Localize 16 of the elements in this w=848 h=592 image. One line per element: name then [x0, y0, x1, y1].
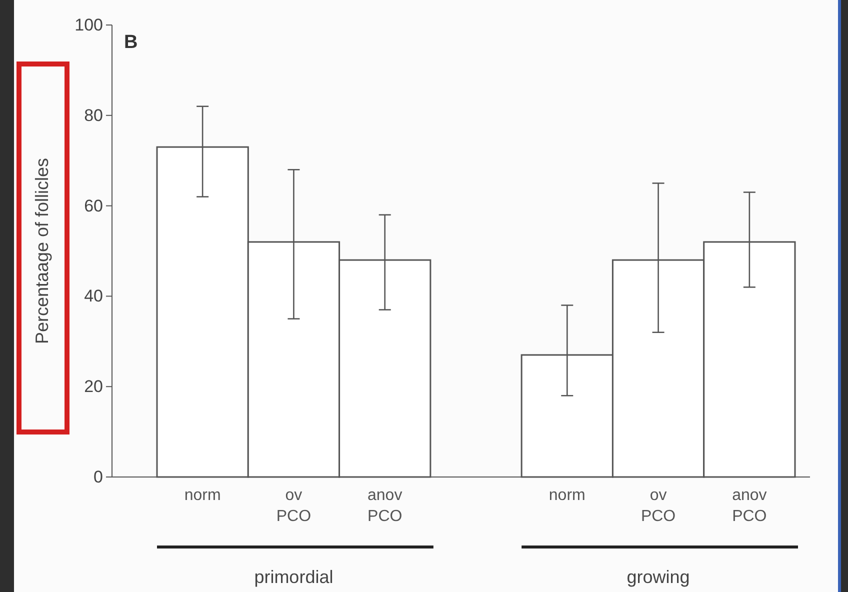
- x-tick-label: ov PCO: [276, 487, 312, 525]
- text: primordial: [254, 567, 334, 587]
- annotation: B: [124, 32, 138, 53]
- y-tick-label: 80: [84, 106, 103, 125]
- x-tick-label: anov PCO: [368, 487, 402, 525]
- y-axis-title: Percentaage of follicles: [32, 158, 52, 344]
- text: growing: [626, 567, 690, 587]
- x-tick-label: ov PCO: [640, 487, 676, 525]
- y-tick-label: 60: [84, 196, 103, 216]
- y-tick-label: 100: [74, 15, 103, 34]
- x-tick-label: norm: [548, 487, 586, 504]
- y-tick-label: 40: [84, 286, 103, 306]
- y-tick-label: 0: [94, 467, 103, 486]
- y-tick-label: 20: [84, 377, 103, 396]
- x-tick-label: anov PCO: [732, 487, 767, 525]
- x-tick-label: norm: [184, 487, 221, 504]
